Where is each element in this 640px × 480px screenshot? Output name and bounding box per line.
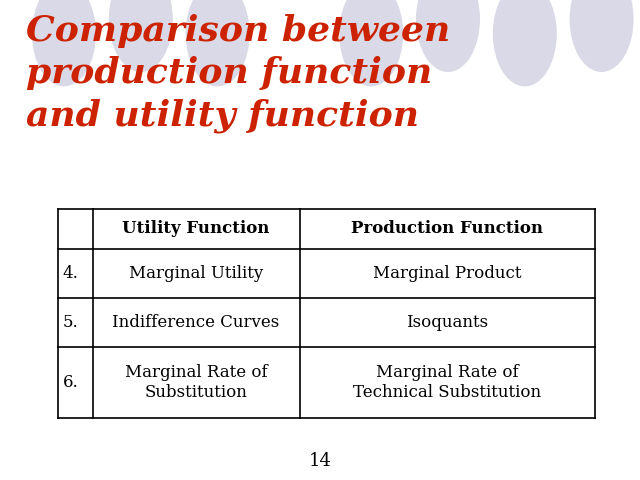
Text: 4.: 4. <box>63 265 79 282</box>
Text: Marginal Rate of
Technical Substitution: Marginal Rate of Technical Substitution <box>353 364 541 401</box>
Text: 6.: 6. <box>63 374 79 391</box>
Ellipse shape <box>186 0 250 86</box>
Ellipse shape <box>32 0 96 86</box>
Ellipse shape <box>109 0 173 72</box>
Ellipse shape <box>339 0 403 86</box>
Text: Indifference Curves: Indifference Curves <box>113 314 280 331</box>
Text: Marginal Product: Marginal Product <box>373 265 522 282</box>
Ellipse shape <box>493 0 557 86</box>
Text: Utility Function: Utility Function <box>122 220 269 237</box>
Text: Isoquants: Isoquants <box>406 314 488 331</box>
Ellipse shape <box>570 0 634 72</box>
Text: Marginal Utility: Marginal Utility <box>129 265 263 282</box>
Ellipse shape <box>416 0 480 72</box>
Text: 14: 14 <box>308 452 332 470</box>
Text: Marginal Rate of
Substitution: Marginal Rate of Substitution <box>125 364 268 401</box>
Text: 5.: 5. <box>63 314 79 331</box>
Text: Production Function: Production Function <box>351 220 543 237</box>
Text: Comparison between
production function
and utility function: Comparison between production function a… <box>26 14 450 133</box>
